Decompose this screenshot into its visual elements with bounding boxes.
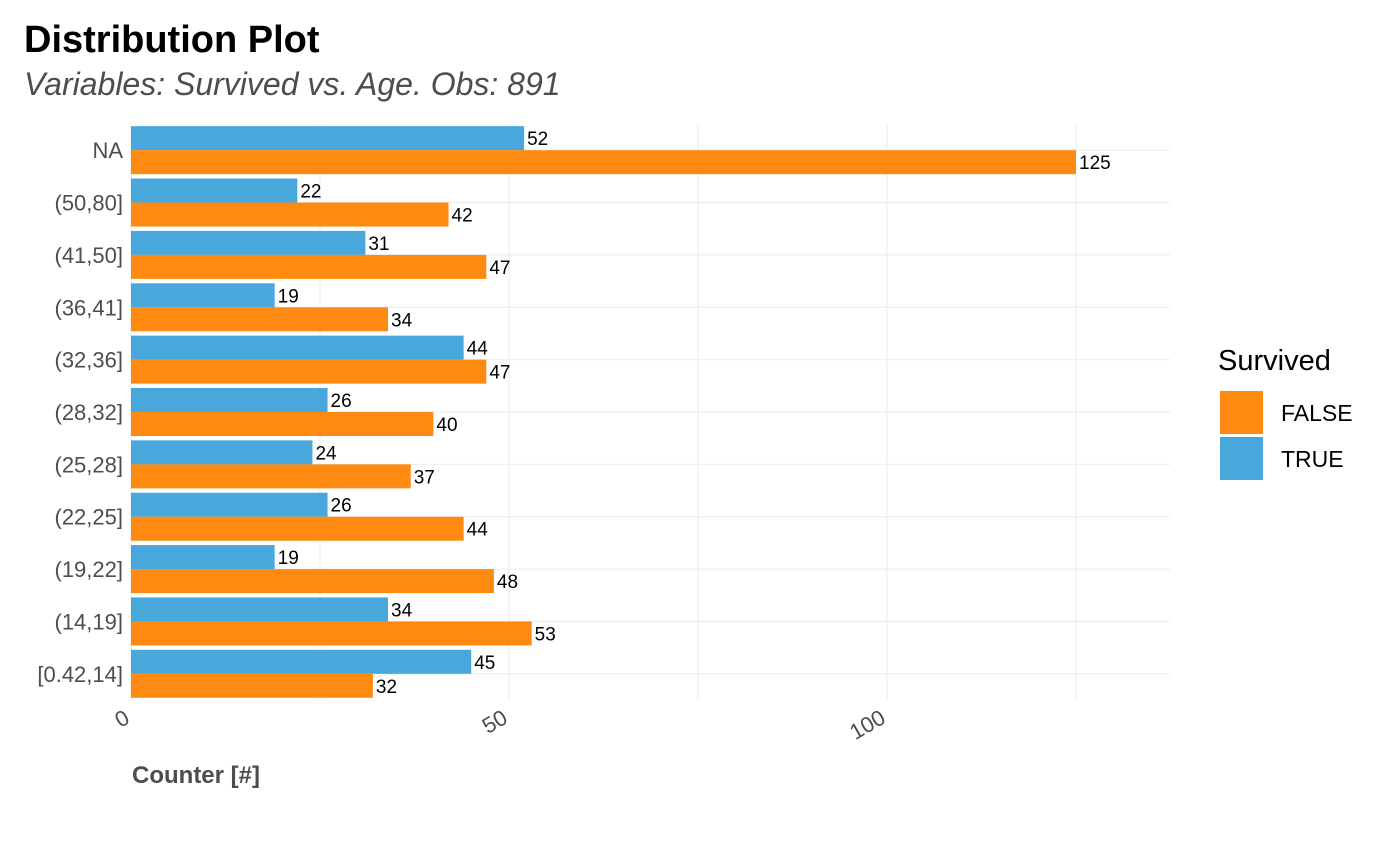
y-tick-label: (25,28] — [55, 452, 124, 477]
bar-true — [131, 492, 328, 517]
bar-false — [131, 254, 487, 279]
data-label: 125 — [1079, 153, 1111, 174]
bar-true — [131, 126, 525, 151]
x-axis-label: Counter [#] — [132, 762, 260, 789]
y-axis-ticks: [0.42,14] (14,19] (19,22] (22,25] (25,28] (28… — [37, 138, 123, 687]
chart-title: Distribution Plot — [24, 19, 320, 61]
legend-label-false: FALSE — [1281, 400, 1353, 426]
data-label: 34 — [391, 600, 413, 621]
data-label: 44 — [467, 520, 489, 541]
legend-title: Survived — [1218, 345, 1331, 377]
y-tick-label: (22,25] — [55, 505, 124, 530]
bar-false — [131, 673, 373, 698]
data-label: 44 — [467, 339, 489, 360]
legend-swatch-false — [1220, 391, 1263, 434]
data-label: 45 — [474, 653, 495, 674]
data-label: 19 — [278, 548, 299, 569]
bar-true — [131, 545, 275, 570]
y-tick-label: [0.42,14] — [37, 662, 123, 687]
bar-true — [131, 230, 366, 255]
x-axis-ticks: 0 50 100 — [110, 705, 889, 745]
data-label: 53 — [535, 624, 556, 645]
bar-false — [131, 621, 532, 646]
y-tick-label: (14,19] — [55, 609, 124, 634]
y-tick-label: NA — [92, 138, 123, 163]
data-label: 37 — [414, 467, 435, 488]
data-label: 42 — [452, 206, 473, 227]
y-tick-label: (28,32] — [55, 400, 124, 425]
y-tick-label: (50,80] — [55, 191, 124, 216]
bar-false — [131, 307, 389, 332]
x-tick-label: 50 — [478, 705, 512, 739]
data-labels: 4532345319482644243726404447193431472242… — [278, 129, 1111, 698]
bar-true — [131, 388, 328, 412]
bar-true — [131, 335, 464, 360]
legend-items: FALSE TRUE — [1220, 391, 1353, 480]
bar-true — [131, 440, 313, 465]
bar-false — [131, 150, 1076, 175]
bar-false — [131, 464, 411, 489]
data-label: 47 — [489, 258, 510, 279]
x-tick-label: 100 — [845, 705, 889, 745]
data-label: 26 — [331, 391, 352, 412]
chart-subtitle: Variables: Survived vs. Age. Obs: 891 — [24, 66, 561, 102]
bar-false — [131, 202, 449, 227]
data-label: 24 — [315, 443, 337, 464]
legend-swatch-true — [1220, 437, 1263, 480]
legend: Survived FALSE TRUE — [1218, 345, 1353, 480]
bar-false — [131, 412, 434, 436]
data-label: 40 — [436, 415, 457, 436]
bars — [131, 126, 1076, 698]
data-label: 31 — [368, 234, 389, 255]
y-tick-label: (32,36] — [55, 348, 124, 373]
bar-false — [131, 516, 464, 541]
y-tick-label: (19,22] — [55, 557, 124, 582]
bar-false — [131, 569, 494, 594]
data-label: 47 — [489, 363, 510, 384]
data-label: 48 — [497, 572, 518, 593]
data-label: 22 — [300, 182, 321, 203]
legend-label-true: TRUE — [1281, 446, 1344, 472]
bar-true — [131, 597, 389, 622]
bar-true — [131, 178, 298, 203]
data-label: 52 — [527, 129, 548, 150]
bar-true — [131, 283, 275, 308]
y-tick-label: (36,41] — [55, 295, 124, 320]
bar-true — [131, 649, 472, 674]
x-tick-label: 0 — [110, 705, 133, 733]
data-label: 26 — [331, 496, 352, 517]
data-label: 34 — [391, 310, 413, 331]
bar-false — [131, 359, 487, 384]
data-label: 19 — [278, 286, 299, 307]
y-tick-label: (41,50] — [55, 243, 124, 268]
data-label: 32 — [376, 677, 397, 698]
